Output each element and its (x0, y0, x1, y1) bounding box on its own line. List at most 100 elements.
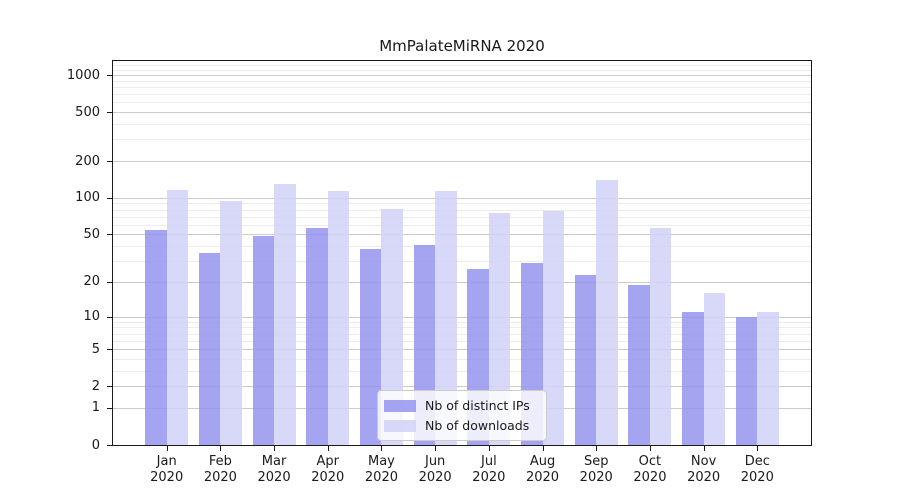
bar-distinct-ips (628, 284, 650, 445)
bar-downloads (166, 189, 189, 445)
x-tick-label-year: 2020 (364, 470, 398, 485)
x-tick-label-year: 2020 (687, 470, 721, 485)
bar-distinct-ips (145, 230, 167, 445)
gridline-major (113, 281, 811, 283)
chart-title: MmPalateMiRNA 2020 (379, 37, 545, 55)
gridline-minor (113, 333, 811, 335)
y-tick-label: 50 (83, 226, 100, 242)
x-tick-mark (166, 446, 168, 451)
bar-downloads (327, 191, 350, 445)
x-tick-label-year: 2020 (203, 470, 237, 485)
bar-downloads (435, 191, 457, 445)
x-tick-label-year: 2020 (150, 470, 184, 485)
gridline-minor (113, 139, 811, 141)
gridline-minor (113, 370, 811, 372)
gridline-minor (113, 340, 811, 342)
x-tick-mark (649, 446, 651, 451)
legend-label-downloads: Nb of downloads (425, 417, 530, 433)
bar-distinct-ips (306, 228, 328, 445)
gridline-minor (113, 246, 811, 248)
bar-downloads (703, 293, 726, 445)
bar-distinct-ips (198, 253, 221, 445)
y-tick-mark (107, 112, 112, 114)
y-tick-label: 200 (75, 153, 100, 169)
gridline-major (113, 161, 811, 162)
x-tick-label-year: 2020 (418, 470, 452, 485)
y-tick-label: 500 (75, 104, 100, 120)
y-tick-label: 20 (83, 274, 100, 290)
x-tick-mark (596, 446, 598, 451)
gridline-minor (113, 69, 811, 71)
x-tick-label-year: 2020 (740, 470, 774, 485)
x-tick-label-year: 2020 (579, 470, 613, 485)
x-tick-label: Aug 2020 (503, 454, 583, 486)
y-tick-label: 5 (91, 341, 100, 357)
x-tick-mark (488, 446, 490, 451)
legend: Nb of distinct IPs Nb of downloads (377, 390, 547, 441)
x-tick-label: May 2020 (341, 454, 421, 486)
bar-downloads (542, 211, 565, 445)
gridline-minor (113, 224, 811, 226)
legend-item-downloads: Nb of downloads (384, 417, 540, 433)
x-tick-label: Jan 2020 (127, 454, 207, 486)
x-tick-label: Oct 2020 (610, 454, 690, 486)
x-tick-label-year: 2020 (257, 470, 291, 485)
gridline-minor (113, 321, 811, 323)
y-tick-label: 0 (91, 437, 100, 453)
gridline-minor (113, 358, 811, 360)
legend-swatch-downloads (384, 419, 416, 432)
y-tick-mark (107, 407, 112, 409)
x-tick-label: Nov 2020 (664, 454, 744, 486)
gridline-minor (113, 216, 811, 218)
gridline-minor (113, 203, 811, 205)
x-tick-label: Sep 2020 (556, 454, 636, 486)
gridline-minor (113, 94, 811, 96)
gridline-major (113, 349, 811, 351)
x-tick-label-year: 2020 (525, 470, 560, 485)
x-tick-label-year: 2020 (311, 470, 345, 485)
bar-distinct-ips (574, 274, 597, 445)
gridline-minor (113, 65, 811, 67)
gridline-minor (113, 327, 811, 329)
bar-distinct-ips (682, 311, 704, 445)
y-tick-mark (107, 281, 112, 283)
bar-downloads (757, 311, 779, 445)
y-tick-mark (107, 349, 112, 351)
bar-downloads (488, 213, 511, 445)
bar-downloads (220, 200, 242, 445)
plot-area (113, 61, 811, 445)
x-tick-label: Mar 2020 (234, 454, 314, 486)
gridline-major (113, 197, 811, 199)
x-tick-label: Jun 2020 (395, 454, 475, 486)
y-tick-label: 1 (91, 400, 100, 416)
x-tick-label: Dec 2020 (717, 454, 797, 486)
gridline-minor (113, 80, 811, 82)
legend-swatch-distinct-ips (384, 399, 416, 412)
gridline-major (113, 316, 811, 318)
gridline-major (113, 386, 811, 388)
gridline-minor (113, 261, 811, 263)
legend-label-distinct-ips: Nb of distinct IPs (425, 397, 530, 413)
gridline-minor (113, 102, 811, 104)
bar-downloads (274, 183, 296, 445)
bar-distinct-ips (735, 316, 758, 445)
legend-item-distinct-ips: Nb of distinct IPs (384, 397, 540, 413)
y-tick-mark (107, 316, 112, 318)
x-tick-label-year: 2020 (633, 470, 667, 485)
x-tick-mark (274, 446, 276, 451)
x-tick-mark (703, 446, 705, 451)
gridline-major (113, 75, 811, 77)
x-tick-mark (327, 446, 329, 451)
y-tick-mark (107, 386, 112, 388)
y-tick-label: 10 (83, 309, 100, 325)
y-tick-label: 2 (91, 378, 100, 394)
x-tick-label: Feb 2020 (180, 454, 260, 486)
gridline-minor (113, 209, 811, 211)
y-tick-label: 1000 (66, 67, 100, 83)
gridline-minor (113, 124, 811, 126)
bar-downloads (596, 179, 618, 445)
x-tick-label: Apr 2020 (288, 454, 368, 486)
y-tick-mark (107, 445, 112, 446)
y-tick-mark (107, 234, 112, 236)
